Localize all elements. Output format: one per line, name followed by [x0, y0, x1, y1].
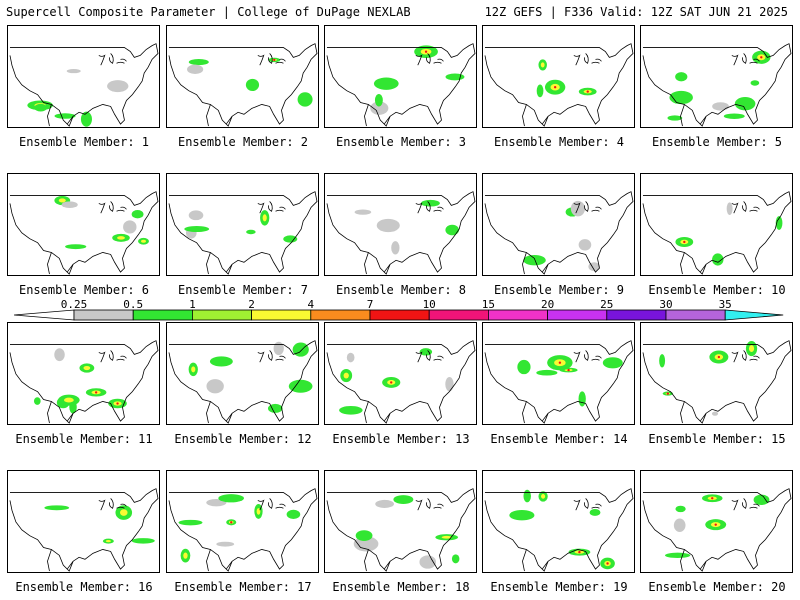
ensemble-member-label: Ensemble Member: 12	[174, 432, 312, 446]
ensemble-member-label: Ensemble Member: 7	[177, 283, 309, 297]
ensemble-member-label: Ensemble Member: 15	[648, 432, 786, 446]
colorbar-tick-label: 20	[541, 300, 554, 311]
colorbar-low-arrow	[14, 309, 75, 321]
colorbar-segment	[310, 309, 371, 321]
ensemble-member-map	[166, 173, 319, 276]
ensemble-member-map	[7, 322, 160, 425]
colorbar-tick-label: 1	[189, 300, 196, 311]
colorbar-segment	[547, 309, 608, 321]
ensemble-member-label: Ensemble Member: 17	[174, 580, 312, 594]
ensemble-member-map	[324, 173, 477, 276]
colorbar-segment	[251, 309, 312, 321]
colorbar-segment	[369, 309, 430, 321]
color-scale-legend: 0.25 0.5 1 2 4 7 10 15 20 25 30 35	[14, 300, 784, 321]
ensemble-member-label: Ensemble Member: 3	[335, 135, 467, 149]
ensemble-member-label: Ensemble Member: 8	[335, 283, 467, 297]
ensemble-member-map	[166, 322, 319, 425]
ensemble-member-label: Ensemble Member: 6	[18, 283, 150, 297]
ensemble-member-map	[324, 470, 477, 573]
ensemble-member-label: Ensemble Member: 10	[648, 283, 786, 297]
colorbar-segment	[191, 309, 252, 321]
ensemble-member-label: Ensemble Member: 5	[651, 135, 783, 149]
colorbar-segment	[132, 309, 193, 321]
ensemble-member-map	[482, 470, 635, 573]
ensemble-member-map	[166, 25, 319, 128]
valid-time-label: 12Z GEFS | F336 Valid: 12Z SAT JUN 21 20…	[484, 5, 788, 19]
ensemble-member-label: Ensemble Member: 2	[177, 135, 309, 149]
ensemble-member-label: Ensemble Member: 9	[493, 283, 625, 297]
ensemble-member-label: Ensemble Member: 13	[332, 432, 470, 446]
colorbar-segment	[487, 309, 548, 321]
ensemble-member-label: Ensemble Member: 1	[18, 135, 150, 149]
ensemble-member-map	[640, 322, 793, 425]
ensemble-member-map	[482, 25, 635, 128]
colorbar-high-arrow	[724, 309, 784, 321]
ensemble-member-label: Ensemble Member: 19	[490, 580, 628, 594]
ensemble-member-label: Ensemble Member: 11	[15, 432, 153, 446]
colorbar-segment	[428, 309, 489, 321]
ensemble-member-map	[482, 173, 635, 276]
colorbar-tick-label: 15	[482, 300, 495, 311]
ensemble-member-label: Ensemble Member: 20	[648, 580, 786, 594]
ensemble-member-label: Ensemble Member: 4	[493, 135, 625, 149]
colorbar-tick-label: 25	[600, 300, 613, 311]
ensemble-member-map	[7, 470, 160, 573]
colorbar-segment	[73, 309, 134, 321]
ensemble-member-map	[7, 173, 160, 276]
ensemble-member-map	[482, 322, 635, 425]
ensemble-member-label: Ensemble Member: 18	[332, 580, 470, 594]
colorbar-tick-label: 7	[367, 300, 374, 311]
colorbar-tick-label: 0.25	[61, 300, 88, 311]
ensemble-member-map	[640, 470, 793, 573]
ensemble-member-map	[324, 322, 477, 425]
ensemble-member-map	[166, 470, 319, 573]
colorbar-tick-label: 10	[423, 300, 436, 311]
colorbar-segment	[665, 309, 726, 321]
colorbar-tick-label: 35	[719, 300, 732, 311]
chart-title: Supercell Composite Parameter | College …	[6, 5, 411, 19]
ensemble-member-label: Ensemble Member: 14	[490, 432, 628, 446]
colorbar-segment	[606, 309, 667, 321]
colorbar-tick-label: 4	[307, 300, 314, 311]
ensemble-member-map	[640, 25, 793, 128]
ensemble-member-map	[7, 25, 160, 128]
ensemble-member-label: Ensemble Member: 16	[15, 580, 153, 594]
colorbar-tick-label: 2	[248, 300, 255, 311]
ensemble-member-map	[640, 173, 793, 276]
colorbar-tick-label: 30	[659, 300, 672, 311]
ensemble-member-map	[324, 25, 477, 128]
colorbar-tick-label: 0.5	[123, 300, 143, 311]
